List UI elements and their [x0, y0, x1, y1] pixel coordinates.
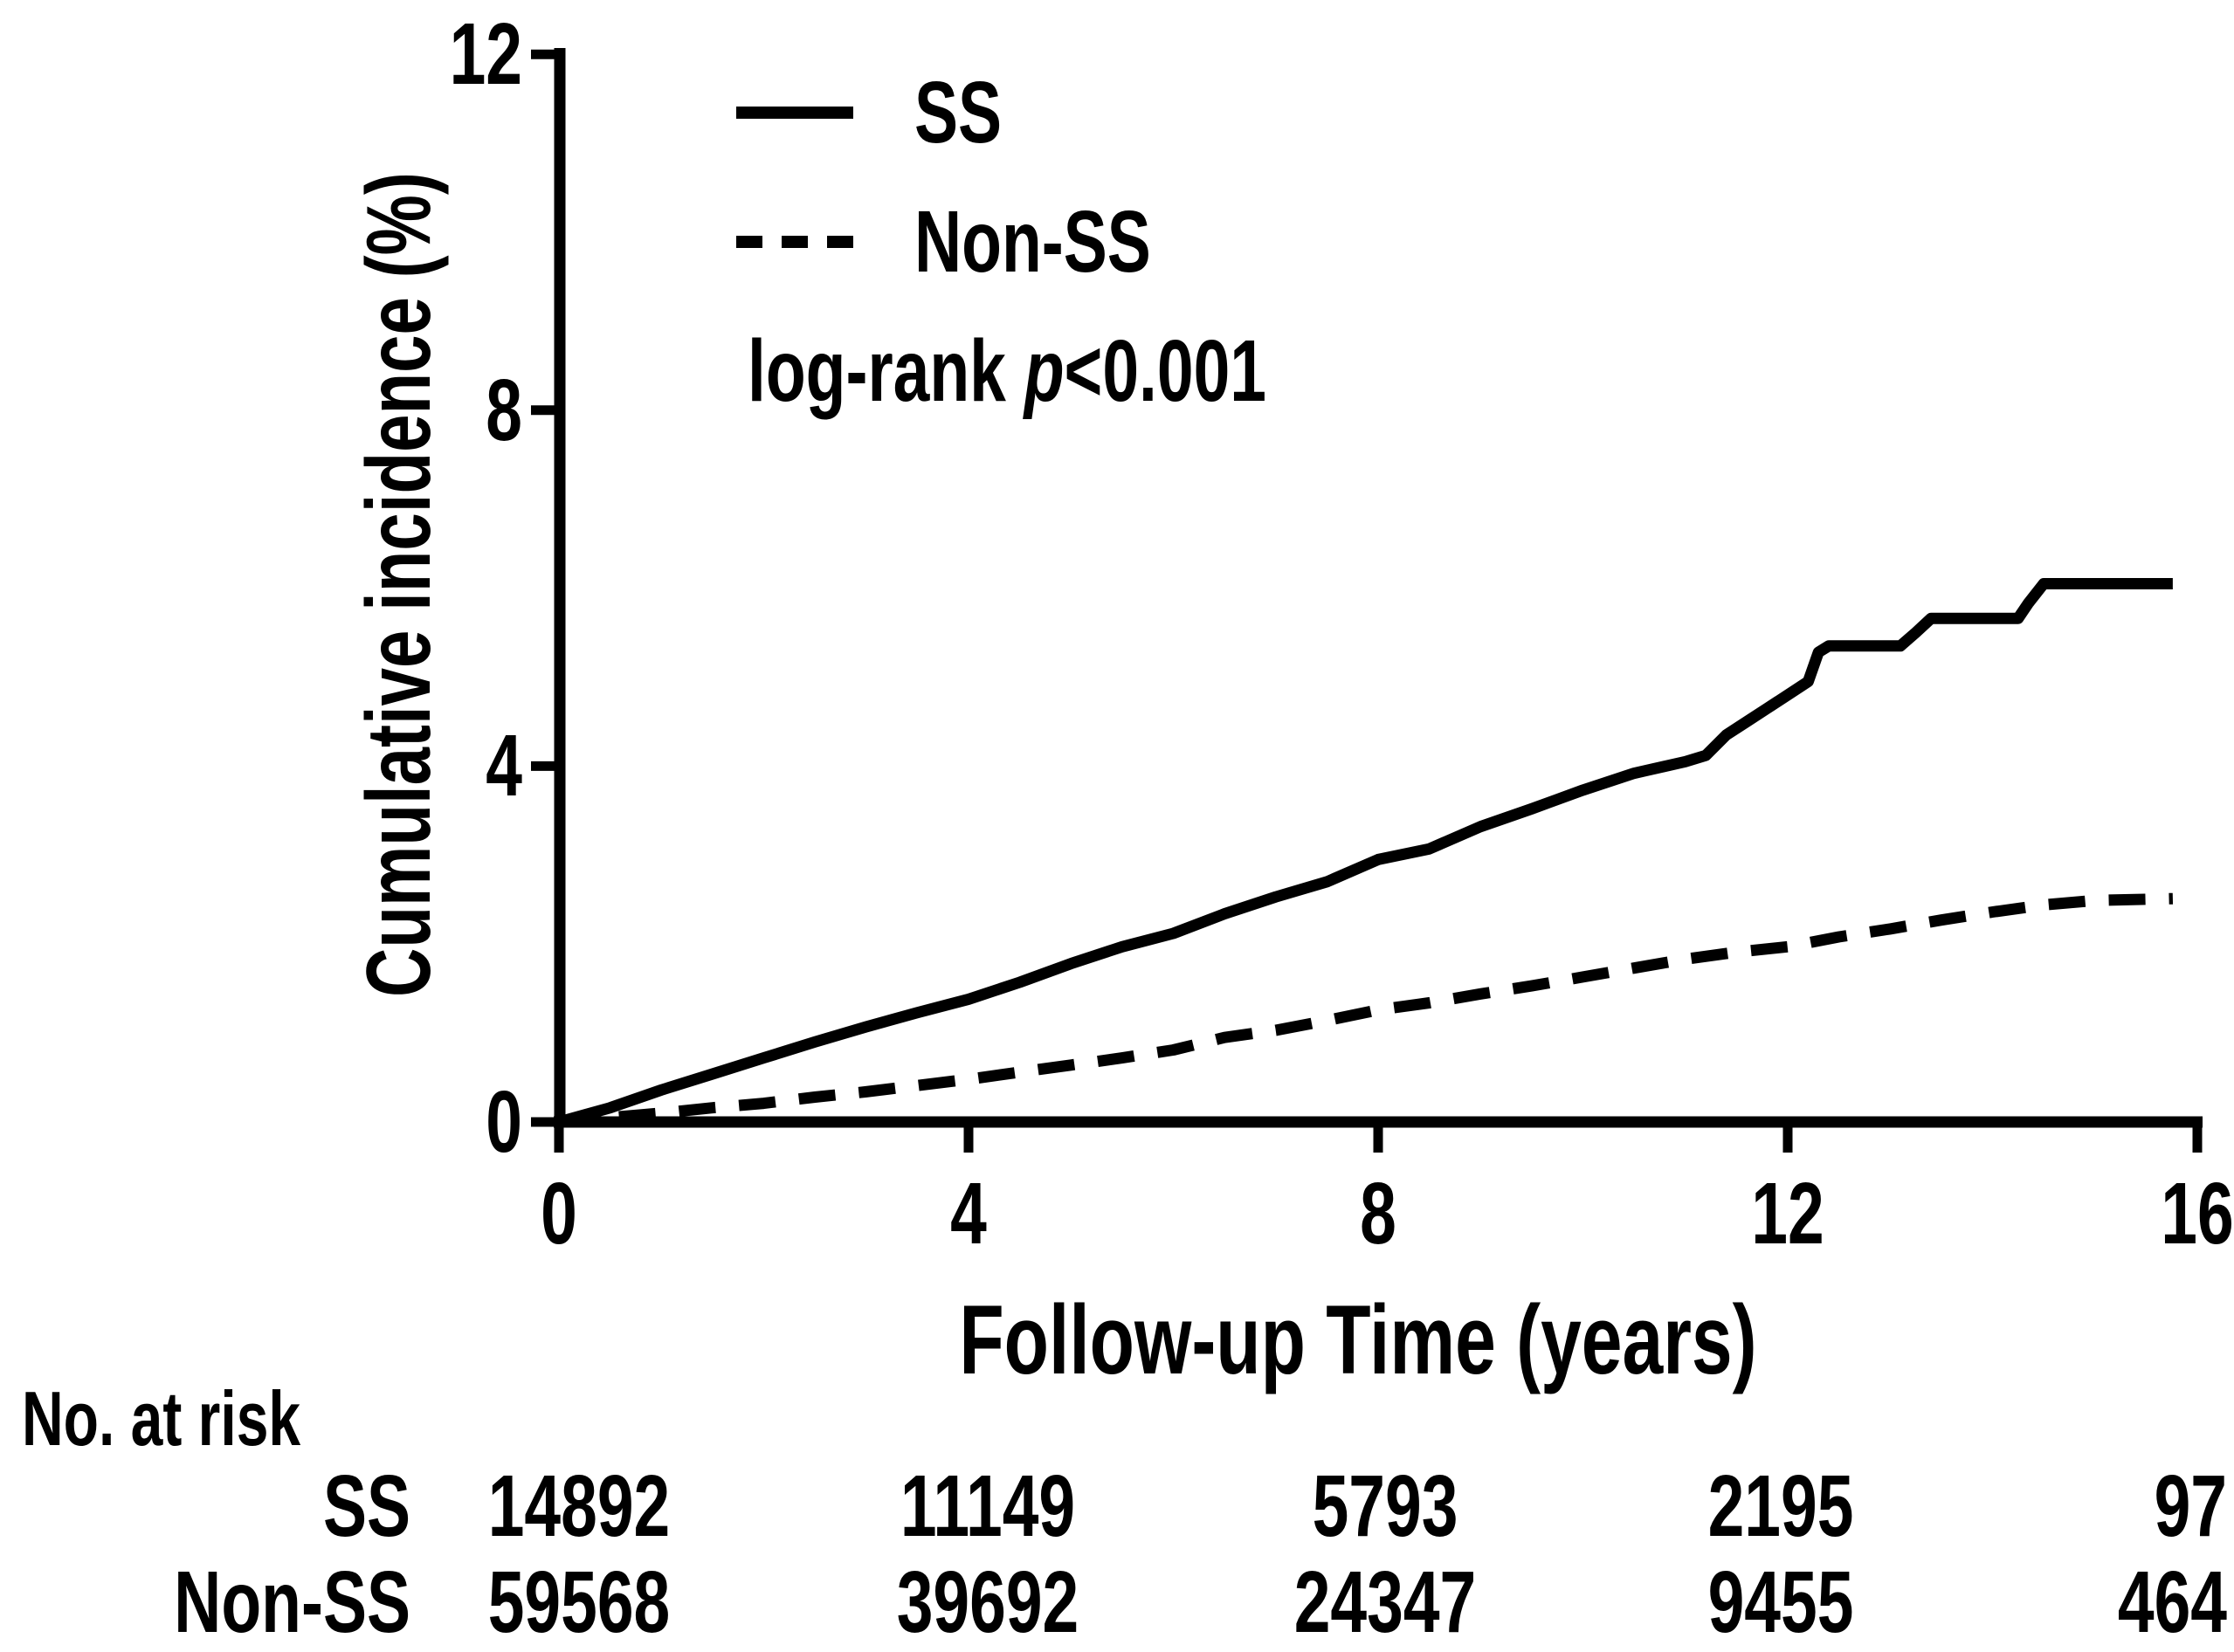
risk-value-ss-0: 14892	[487, 1457, 671, 1555]
risk-value-non-ss-1: 39692	[896, 1553, 1079, 1651]
risk-value-non-ss-4: 464	[2117, 1553, 2227, 1651]
risk-value-ss-4: 97	[2154, 1457, 2227, 1555]
x-tick-label-16: 16	[2161, 1165, 2234, 1263]
y-axis-title: Cumulative incidence (%)	[348, 172, 450, 997]
x-tick-label-8: 8	[1360, 1165, 1396, 1263]
risk-value-non-ss-3: 9455	[1707, 1553, 1854, 1651]
risk-row-label-non-ss: Non-SS	[174, 1553, 410, 1651]
risk-value-ss-1: 11149	[900, 1457, 1076, 1555]
x-tick-label-12: 12	[1751, 1165, 1824, 1263]
risk-value-non-ss-0: 59568	[487, 1553, 671, 1651]
curves	[557, 578, 2174, 1128]
log-rank-annotation: log-rank p<0.001	[748, 327, 1266, 415]
y-tick-label-0: 0	[486, 1073, 522, 1171]
log-rank-p-value: <0.001	[1064, 322, 1267, 420]
risk-value-ss-2: 5793	[1312, 1457, 1458, 1555]
risk-value-ss-3: 2195	[1707, 1457, 1854, 1555]
y-tick-label-8: 8	[486, 361, 522, 459]
risk-value-non-ss-2: 24347	[1293, 1553, 1477, 1651]
x-axis-title: Follow-up Time (years)	[959, 1285, 1757, 1394]
x-tick-label-4: 4	[950, 1165, 987, 1263]
y-tick-label-4: 4	[486, 717, 522, 816]
legend-label-ss: SS	[914, 64, 1003, 162]
x-tick-label-0: 0	[541, 1165, 577, 1263]
curve-non-ss	[558, 892, 2174, 1128]
log-rank-prefix: log-rank	[748, 322, 1024, 420]
y-tick-label-12: 12	[449, 5, 522, 104]
curve-ss	[557, 578, 2173, 1128]
risk-table-title: No. at risk	[22, 1375, 301, 1462]
log-rank-p-symbol: p	[1024, 322, 1065, 420]
axis-ticks	[531, 49, 2203, 1153]
risk-row-label-ss: SS	[322, 1457, 410, 1555]
legend-label-non-ss: Non-SS	[914, 193, 1151, 291]
